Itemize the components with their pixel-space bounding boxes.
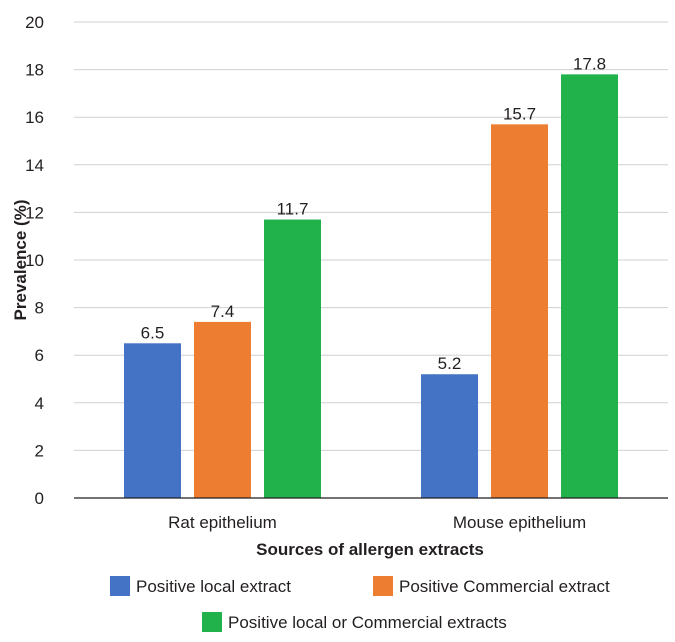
bar bbox=[421, 374, 478, 498]
y-tick-label: 12 bbox=[25, 203, 44, 222]
y-tick-label: 18 bbox=[25, 61, 44, 80]
legend: Positive local extract Positive Commercia… bbox=[110, 576, 610, 632]
data-label: 6.5 bbox=[141, 323, 165, 342]
y-tick-label: 20 bbox=[25, 13, 44, 32]
y-tick-label: 16 bbox=[25, 108, 44, 127]
y-tick-label: 0 bbox=[35, 489, 44, 508]
y-axis-title: Prevalence (%) bbox=[11, 200, 30, 321]
y-tick-label: 10 bbox=[25, 251, 44, 270]
category-label: Mouse epithelium bbox=[453, 513, 586, 532]
data-label: 11.7 bbox=[277, 200, 309, 219]
y-tick-label: 8 bbox=[35, 299, 44, 318]
legend-label: Positive Commercial extract bbox=[399, 577, 610, 596]
data-label: 17.8 bbox=[573, 54, 606, 73]
data-label: 15.7 bbox=[503, 104, 536, 123]
y-tick-label: 2 bbox=[35, 441, 44, 460]
x-axis-title: Sources of allergen extracts bbox=[256, 540, 484, 559]
y-tick-label: 6 bbox=[35, 346, 44, 365]
bars bbox=[124, 74, 618, 499]
legend-swatch bbox=[110, 576, 130, 596]
bar bbox=[561, 74, 618, 499]
bar bbox=[124, 343, 181, 498]
category-labels: Rat epithelium Mouse epithelium bbox=[168, 513, 586, 532]
y-tick-label: 4 bbox=[35, 394, 44, 413]
bar bbox=[491, 124, 548, 498]
legend-label: Positive local or Commercial extracts bbox=[228, 613, 507, 632]
bar bbox=[264, 219, 321, 499]
y-tick-label: 14 bbox=[25, 156, 44, 175]
bar bbox=[194, 321, 251, 498]
data-labels: 6.5 7.4 11.7 5.2 15.7 17.8 bbox=[141, 54, 606, 373]
y-axis-ticks: 0 2 4 6 8 10 12 14 16 18 20 bbox=[25, 13, 44, 508]
data-label: 5.2 bbox=[438, 354, 462, 373]
legend-swatch bbox=[202, 612, 222, 632]
legend-label: Positive local extract bbox=[136, 577, 291, 596]
data-label: 7.4 bbox=[211, 302, 235, 321]
category-label: Rat epithelium bbox=[168, 513, 277, 532]
legend-swatch bbox=[373, 576, 393, 596]
